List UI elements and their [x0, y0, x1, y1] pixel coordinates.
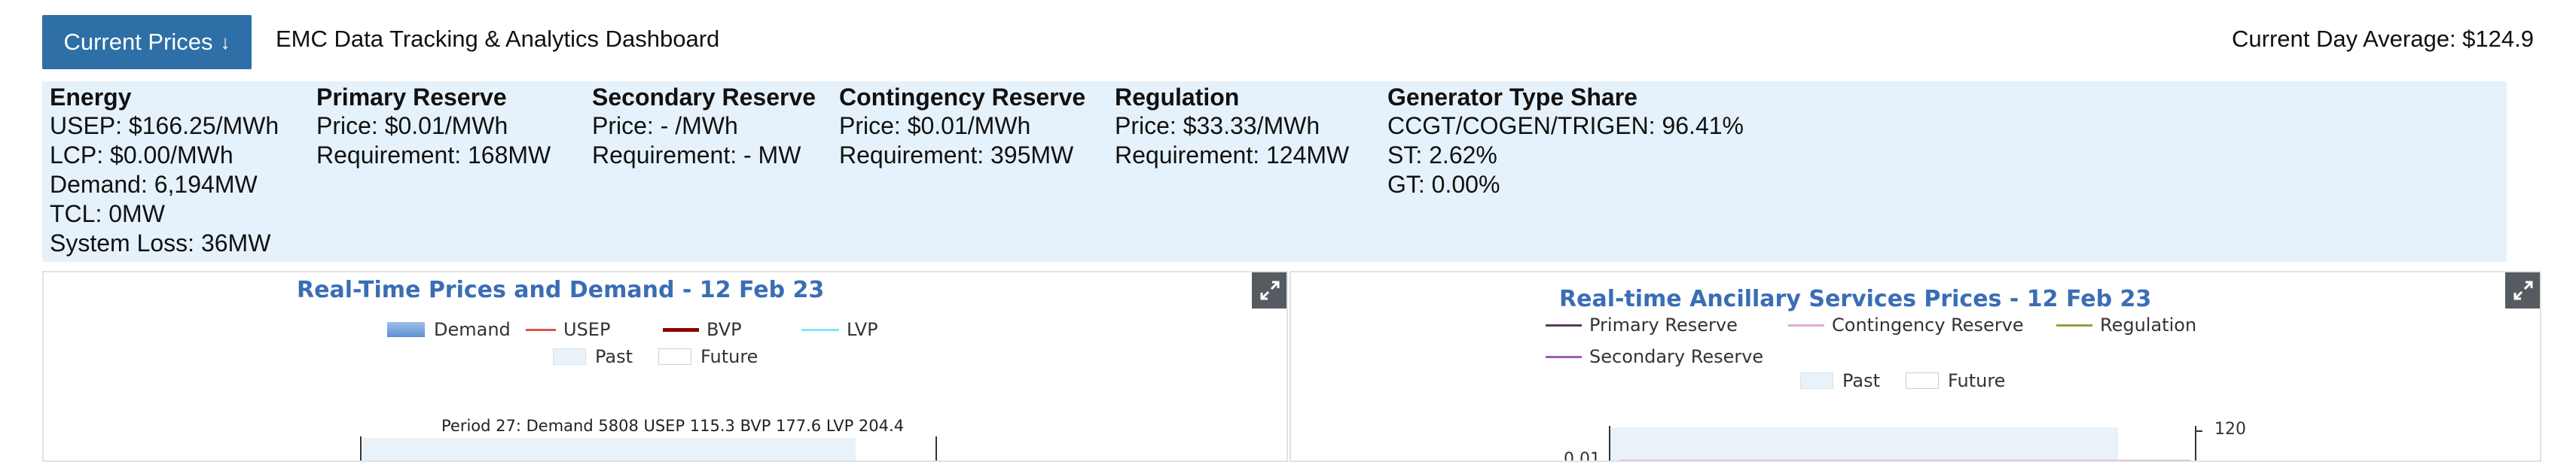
market-summary-panel: Energy USEP: $166.25/MWh LCP: $0.00/MWh … — [42, 81, 2507, 262]
legend-future[interactable]: Future — [658, 346, 758, 367]
legend-future-right[interactable]: Future — [1906, 370, 2005, 391]
primary-reserve-column: Primary Reserve Price: $0.01/MWh Require… — [316, 81, 551, 170]
primary-reserve-requirement: Requirement: 168MW — [316, 141, 551, 169]
contingency-reserve-swatch — [1788, 324, 1824, 327]
energy-usep: USEP: $166.25/MWh — [50, 112, 279, 139]
top-bar: Current Prices ↓ EMC Data Tracking & Ana… — [0, 0, 2576, 81]
usep-swatch — [526, 328, 556, 331]
regulation-column: Regulation Price: $33.33/MWh Requirement… — [1115, 81, 1349, 170]
legend-demand[interactable]: Demand — [387, 319, 511, 340]
secondary-reserve-swatch — [1546, 355, 1582, 358]
prices-demand-chart-title: Real-Time Prices and Demand - 12 Feb 23 — [297, 277, 825, 303]
legend-regulation[interactable]: Regulation — [2056, 315, 2196, 336]
legend-bvp[interactable]: BVP — [663, 319, 742, 340]
left-axis-tick-label: 0.01 — [1564, 450, 1601, 462]
regulation-title: Regulation — [1115, 84, 1240, 111]
past-swatch — [553, 348, 586, 365]
legend-usep-label: USEP — [563, 319, 611, 340]
right-axis-tick-label: 120 — [2214, 420, 2246, 439]
energy-lcp: LCP: $0.00/MWh — [50, 141, 233, 169]
legend-regulation-label: Regulation — [2100, 315, 2197, 336]
dashboard-title: EMC Data Tracking & Analytics Dashboard — [276, 26, 720, 52]
generator-share-st: ST: 2.62% — [1387, 141, 1497, 169]
past-swatch-right — [1800, 372, 1833, 389]
future-swatch — [658, 348, 691, 365]
left-axis-line-right — [1609, 426, 1610, 460]
current-prices-button[interactable]: Current Prices ↓ — [42, 15, 252, 69]
future-swatch-right — [1906, 372, 1939, 389]
energy-system-loss: System Loss: 36MW — [50, 229, 271, 257]
ancillary-chart-title: Real-time Ancillary Services Prices - 12… — [1559, 286, 2152, 312]
contingency-reserve-price: Price: $0.01/MWh — [839, 112, 1031, 139]
legend-contingency-reserve[interactable]: Contingency Reserve — [1788, 315, 2024, 336]
secondary-reserve-price: Price: - /MWh — [592, 112, 738, 139]
ancillary-prices-chart-panel: Real-time Ancillary Services Prices - 12… — [1290, 271, 2541, 462]
legend-future-label: Future — [700, 346, 758, 367]
energy-column: Energy USEP: $166.25/MWh LCP: $0.00/MWh … — [50, 81, 279, 258]
contingency-reserve-requirement: Requirement: 395MW — [839, 141, 1074, 169]
legend-past-right-label: Past — [1842, 370, 1881, 391]
prices-demand-chart-panel: Real-Time Prices and Demand - 12 Feb 23 … — [42, 271, 1288, 462]
legend-secondary-reserve-label: Secondary Reserve — [1589, 346, 1764, 367]
contingency-reserve-title: Contingency Reserve — [839, 84, 1086, 111]
legend-secondary-reserve[interactable]: Secondary Reserve — [1546, 346, 1763, 367]
right-axis-line — [935, 436, 937, 460]
regulation-price: Price: $33.33/MWh — [1115, 112, 1320, 139]
legend-lvp-label: LVP — [847, 319, 878, 340]
past-region — [363, 438, 856, 460]
current-prices-label: Current Prices — [63, 29, 213, 55]
secondary-reserve-column: Secondary Reserve Price: - /MWh Requirem… — [592, 81, 816, 170]
legend-future-right-label: Future — [1948, 370, 2006, 391]
legend-bvp-label: BVP — [707, 319, 742, 340]
past-region-right — [1610, 427, 2118, 460]
legend-usep[interactable]: USEP — [526, 319, 610, 340]
secondary-reserve-requirement: Requirement: - MW — [592, 141, 801, 169]
primary-reserve-swatch — [1546, 324, 1582, 327]
generator-share-column: Generator Type Share CCGT/COGEN/TRIGEN: … — [1387, 81, 1744, 199]
expand-icon — [1260, 281, 1280, 300]
primary-reserve-price: Price: $0.01/MWh — [316, 112, 508, 139]
legend-primary-reserve[interactable]: Primary Reserve — [1546, 315, 1738, 336]
legend-lvp[interactable]: LVP — [801, 319, 878, 340]
generator-share-gt: GT: 0.00% — [1387, 171, 1500, 198]
bvp-swatch — [663, 327, 699, 332]
contingency-reserve-column: Contingency Reserve Price: $0.01/MWh Req… — [839, 81, 1085, 170]
expand-ancillary-chart-button[interactable] — [2505, 272, 2540, 309]
primary-reserve-title: Primary Reserve — [316, 84, 507, 111]
energy-demand: Demand: 6,194MW — [50, 171, 258, 198]
arrow-down-icon: ↓ — [220, 30, 230, 53]
right-axis-tick — [2196, 430, 2202, 432]
demand-swatch — [387, 322, 425, 337]
regulation-requirement: Requirement: 124MW — [1115, 141, 1350, 169]
right-axis-line-right — [2195, 426, 2196, 460]
legend-past-right[interactable]: Past — [1800, 370, 1880, 391]
left-axis-line — [360, 436, 362, 460]
generator-share-title: Generator Type Share — [1387, 84, 1637, 111]
expand-icon — [2513, 281, 2533, 300]
contingency-reserve-series-line — [1619, 460, 2190, 462]
generator-share-ccgt: CCGT/COGEN/TRIGEN: 96.41% — [1387, 112, 1744, 139]
regulation-swatch — [2056, 324, 2092, 327]
lvp-swatch — [801, 328, 839, 331]
secondary-reserve-title: Secondary Reserve — [592, 84, 816, 111]
legend-demand-label: Demand — [434, 319, 511, 340]
current-day-average: Current Day Average: $124.9 — [2232, 26, 2534, 52]
legend-primary-reserve-label: Primary Reserve — [1589, 315, 1738, 336]
expand-prices-chart-button[interactable] — [1252, 272, 1286, 309]
legend-past-label: Past — [595, 346, 633, 367]
energy-title: Energy — [50, 84, 132, 111]
chart-hover-readout: Period 27: Demand 5808 USEP 115.3 BVP 17… — [441, 417, 905, 435]
energy-tcl: TCL: 0MW — [50, 200, 165, 227]
legend-contingency-reserve-label: Contingency Reserve — [1832, 315, 2024, 336]
legend-past[interactable]: Past — [553, 346, 633, 367]
